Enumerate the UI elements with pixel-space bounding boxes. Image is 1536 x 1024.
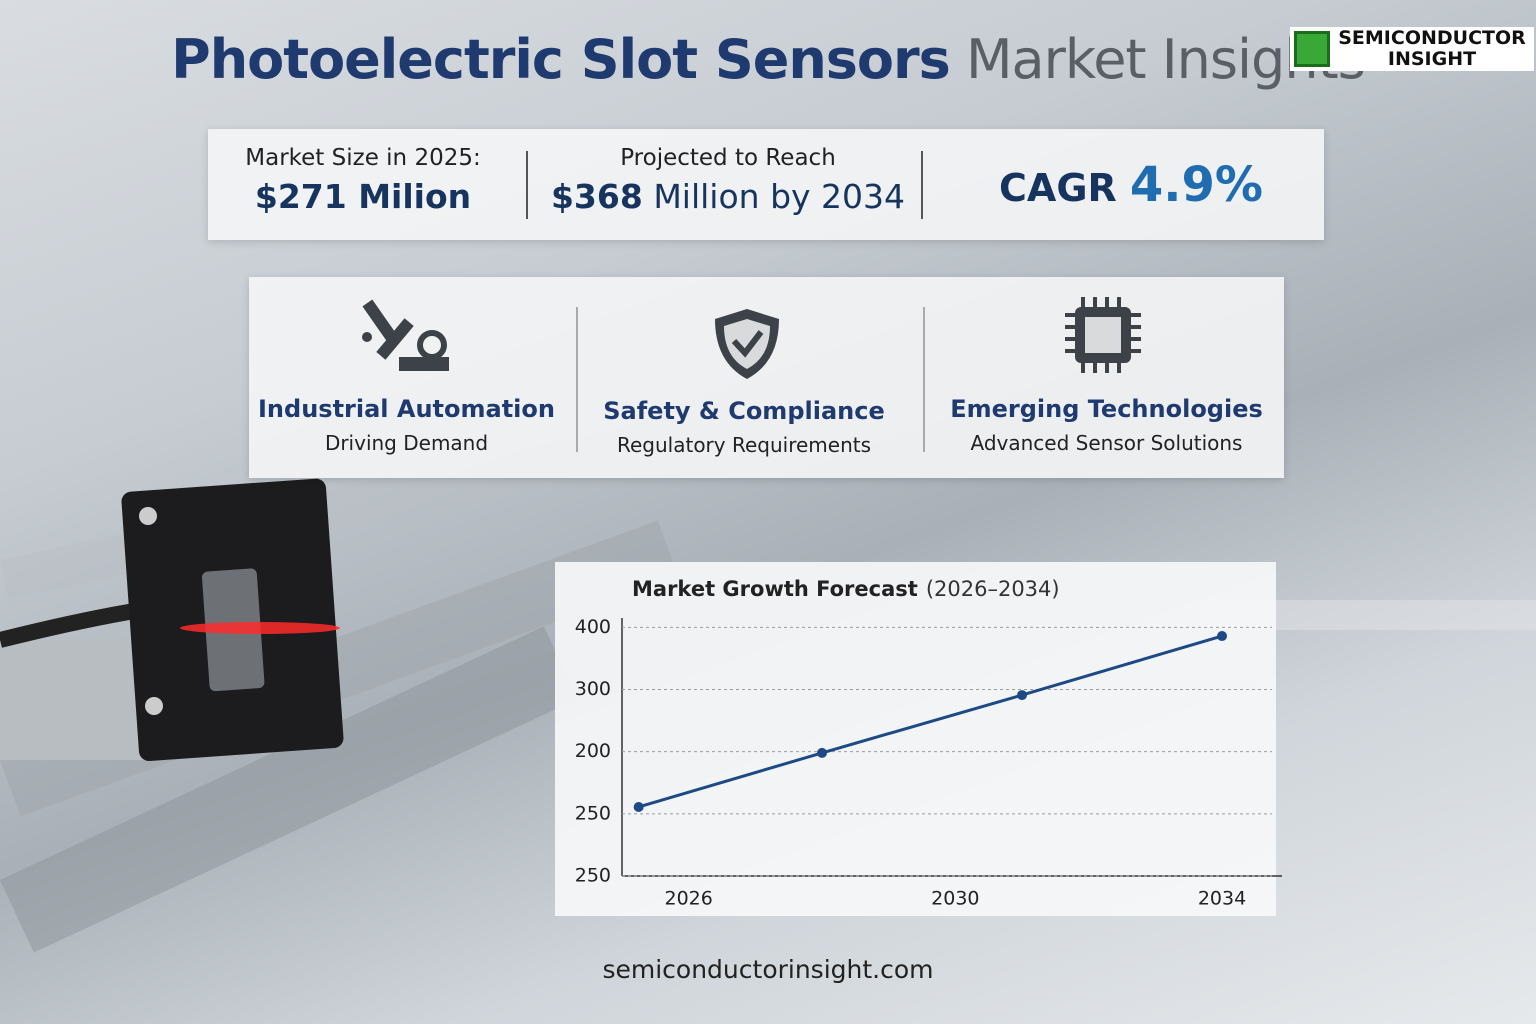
chart-subtitle: (2026–2034) bbox=[926, 577, 1060, 601]
logo-chip bbox=[1294, 31, 1330, 67]
series-line bbox=[638, 634, 1223, 809]
stat-label: Market Size in 2025: bbox=[245, 145, 481, 171]
separator bbox=[921, 151, 923, 219]
data-point bbox=[633, 801, 644, 812]
separator bbox=[923, 307, 925, 452]
page-title: Photoelectric Slot Sensors Market Insigh… bbox=[0, 28, 1536, 91]
stat-value: $271 Milion bbox=[254, 177, 472, 216]
y-tick-label: 400 bbox=[575, 616, 611, 638]
logo-line: INSIGHT bbox=[1387, 48, 1477, 70]
x-tick-label: 2034 bbox=[1198, 888, 1246, 910]
feature: Emerging Technologies Advanced Sensor So… bbox=[939, 395, 1274, 455]
y-tick-label: 250 bbox=[575, 802, 611, 824]
feature: Industrial Automation Driving Demand bbox=[249, 395, 564, 455]
chart-panel bbox=[555, 562, 1276, 916]
stat: Market Size in 2025: $271 Milion bbox=[208, 145, 518, 216]
separator bbox=[576, 307, 578, 452]
x-tick-label: 2026 bbox=[664, 888, 712, 910]
robot-icon bbox=[362, 299, 449, 371]
stat-label: CAGR bbox=[999, 166, 1117, 210]
logo-text: SEMICONDUCTOR INSIGHT bbox=[1334, 28, 1530, 70]
feature: Safety & Compliance Regulatory Requireme… bbox=[589, 397, 899, 457]
title-bold: Photoelectric Slot Sensors bbox=[171, 28, 951, 91]
shield-icon bbox=[715, 309, 779, 379]
chart-title-group: Market Growth Forecast (2026–2034) bbox=[632, 577, 1060, 601]
feature-subtitle: Driving Demand bbox=[324, 431, 489, 455]
feature-icons bbox=[362, 297, 1141, 379]
separator bbox=[526, 151, 528, 219]
feature-title: Emerging Technologies bbox=[950, 395, 1263, 423]
chart-title: Market Growth Forecast bbox=[632, 577, 918, 601]
stat-label: Projected to Reach bbox=[620, 145, 836, 171]
stat: Projected to Reach $368 Million by 2034 bbox=[538, 145, 918, 216]
feature-subtitle: Regulatory Requirements bbox=[616, 433, 872, 457]
sensor bbox=[0, 478, 344, 761]
y-tick-label: 300 bbox=[575, 678, 611, 700]
stat-value: $368 bbox=[550, 177, 643, 216]
logo-line: SEMICONDUCTOR bbox=[1338, 27, 1526, 49]
footer-url: semiconductorinsight.com bbox=[602, 955, 934, 984]
data-point bbox=[817, 747, 827, 758]
features-panel: Industrial Automation Driving Demand Saf… bbox=[249, 277, 1284, 478]
data-point bbox=[1017, 690, 1027, 701]
logo: SEMICONDUCTOR INSIGHT bbox=[1290, 27, 1534, 71]
feature-title: Industrial Automation bbox=[258, 395, 555, 423]
x-tick-label: 2030 bbox=[931, 888, 979, 910]
stat: CAGR 4.9% bbox=[938, 157, 1324, 213]
stat-value-rest: Million by 2034 bbox=[653, 177, 906, 216]
y-tick-label: 200 bbox=[575, 740, 611, 762]
feature-subtitle: Advanced Sensor Solutions bbox=[970, 431, 1243, 455]
stat-value: 4.9% bbox=[1129, 157, 1263, 213]
chip-icon bbox=[1065, 297, 1141, 373]
y-tick-label: 250 bbox=[575, 865, 611, 887]
feature-title: Safety & Compliance bbox=[603, 397, 885, 425]
data-point bbox=[1217, 631, 1227, 642]
stats-panel: Market Size in 2025: $271 Milion Project… bbox=[208, 129, 1324, 240]
